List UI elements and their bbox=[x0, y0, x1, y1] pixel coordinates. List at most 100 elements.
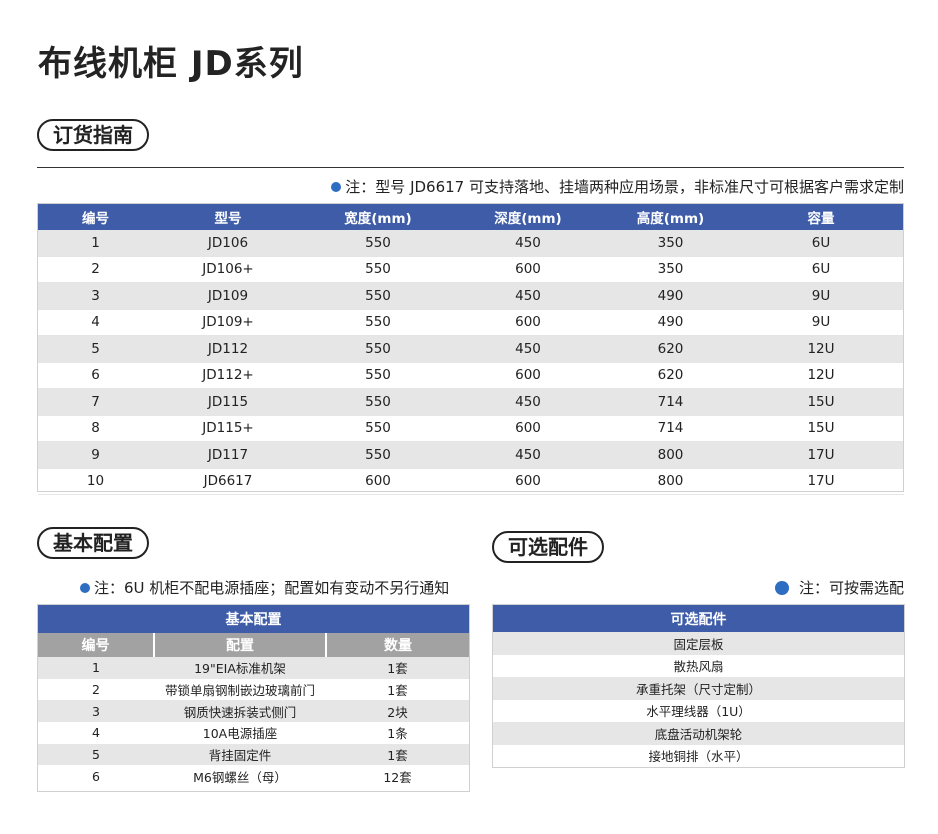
cell-width: 550 bbox=[303, 282, 453, 310]
cell-quantity: 1套 bbox=[326, 743, 470, 766]
table-row: 接地铜排（水平） bbox=[493, 745, 904, 768]
table-row: 2 JD106+ 550 600 350 6U bbox=[38, 256, 904, 283]
order-note: 注：型号 JD6617 可支持落地、挂墙两种应用场景，非标准尺寸可根据客户需求定… bbox=[331, 176, 904, 197]
table-row: 4 JD109+ 550 600 490 9U bbox=[38, 309, 904, 336]
cell-capacity: 9U bbox=[738, 282, 904, 310]
cell-depth: 600 bbox=[453, 362, 603, 389]
table-row: 固定层板 bbox=[493, 632, 904, 655]
cell-accessory: 水平理线器（1U） bbox=[646, 704, 751, 720]
cell-width: 550 bbox=[303, 441, 453, 469]
cell-model: JD6617 bbox=[153, 468, 303, 495]
col-header-number: 编号 bbox=[38, 633, 154, 657]
col-header-config: 配置 bbox=[153, 633, 326, 657]
cell-depth: 450 bbox=[453, 335, 603, 363]
cell-model: JD115+ bbox=[153, 415, 303, 442]
cell-width: 550 bbox=[303, 388, 453, 416]
cell-capacity: 15U bbox=[738, 388, 904, 416]
table-row: 1 JD106 550 450 350 6U bbox=[38, 230, 904, 257]
cell-depth: 450 bbox=[453, 388, 603, 416]
cell-height: 490 bbox=[603, 282, 738, 310]
cell-height: 800 bbox=[603, 468, 738, 495]
optional-note: 注：可按需选配 bbox=[774, 577, 904, 598]
cell-height: 620 bbox=[603, 362, 738, 389]
col-header-width: 宽度(mm) bbox=[303, 204, 453, 230]
cell-quantity: 12套 bbox=[383, 769, 412, 785]
cell-capacity: 17U bbox=[738, 441, 904, 469]
cell-config: M6钢螺丝（母） bbox=[193, 769, 287, 785]
cell-depth: 600 bbox=[453, 415, 603, 442]
table-row: 底盘活动机架轮 bbox=[493, 722, 904, 745]
bullet-dot-icon bbox=[774, 580, 789, 595]
cell-accessory: 底盘活动机架轮 bbox=[493, 722, 904, 745]
cell-depth: 450 bbox=[453, 441, 603, 469]
order-table: 编号 型号 宽度(mm) 深度(mm) 高度(mm) 容量 1 JD106 550 4… bbox=[38, 204, 904, 495]
table-row: 水平理线器（1U） bbox=[493, 700, 904, 723]
basic-table-title: 基本配置 bbox=[38, 605, 470, 633]
table-row: 10 JD6617 600 600 800 17U bbox=[38, 468, 904, 495]
table-row: 承重托架（尺寸定制） bbox=[493, 677, 904, 700]
cell-model: JD112+ bbox=[153, 362, 303, 389]
cell-number: 7 bbox=[38, 388, 153, 416]
cell-height: 350 bbox=[603, 230, 738, 257]
optional-table-title: 可选配件 bbox=[493, 605, 904, 632]
cell-accessory: 接地铜排（水平） bbox=[648, 749, 749, 765]
optional-note-text: 注：可按需选配 bbox=[798, 579, 904, 597]
cell-capacity: 12U bbox=[738, 362, 904, 389]
col-header-model: 型号 bbox=[153, 204, 303, 230]
order-table-header: 编号 型号 宽度(mm) 深度(mm) 高度(mm) 容量 bbox=[38, 204, 904, 230]
table-row: 6 M6钢螺丝（母） 12套 bbox=[38, 765, 469, 787]
cell-number: 1 bbox=[38, 230, 153, 257]
table-row: 6 JD112+ 550 600 620 12U bbox=[38, 362, 904, 389]
table-row: 7 JD115 550 450 714 15U bbox=[38, 388, 904, 416]
cell-depth: 450 bbox=[453, 230, 603, 257]
table-row: 1 19"EIA标准机架 1套 bbox=[38, 657, 470, 679]
col-header-number: 编号 bbox=[38, 204, 153, 230]
basic-note: 注：6U 机柜不配电源插座；配置如有变动不另行通知 bbox=[80, 577, 449, 598]
cell-quantity: 2块 bbox=[326, 700, 470, 723]
cell-capacity: 6U bbox=[738, 230, 904, 257]
cell-number: 9 bbox=[38, 441, 153, 469]
table-row: 5 JD112 550 450 620 12U bbox=[38, 335, 904, 363]
table-row: 9 JD117 550 450 800 17U bbox=[38, 441, 904, 469]
order-note-text: 注：型号 JD6617 可支持落地、挂墙两种应用场景，非标准尺寸可根据客户需求定… bbox=[345, 178, 904, 196]
basic-config-table: 基本配置 编号 配置 数量 1 19"EIA标准机架 1套 2 带锁单扇钢制嵌边玻璃前… bbox=[38, 605, 470, 787]
col-header-capacity: 容量 bbox=[738, 204, 904, 230]
cell-capacity: 15U bbox=[738, 415, 904, 442]
col-header-depth: 深度(mm) bbox=[453, 204, 603, 230]
basic-config-heading: 基本配置 bbox=[37, 527, 149, 559]
bullet-dot-icon bbox=[80, 582, 90, 593]
cell-number: 4 bbox=[38, 309, 153, 336]
cell-number: 6 bbox=[38, 362, 153, 389]
cell-config: 19"EIA标准机架 bbox=[154, 657, 326, 679]
order-guide-heading: 订货指南 bbox=[37, 119, 149, 151]
cell-width: 550 bbox=[303, 309, 453, 336]
col-header-height: 高度(mm) bbox=[603, 204, 738, 230]
table-row: 3 钢质快速拆装式侧门 2块 bbox=[38, 700, 470, 723]
cell-height: 620 bbox=[603, 335, 738, 363]
table-row: 3 JD109 550 450 490 9U bbox=[38, 282, 904, 310]
cell-width: 550 bbox=[303, 415, 453, 442]
page-title: 布线机柜 JD系列 bbox=[38, 44, 304, 84]
cell-accessory: 散热风扇 bbox=[673, 659, 724, 675]
cell-height: 350 bbox=[603, 256, 738, 283]
col-header-quantity: 数量 bbox=[324, 633, 470, 657]
cell-number: 2 bbox=[38, 256, 153, 283]
cell-model: JD117 bbox=[153, 441, 303, 469]
cell-accessory: 承重托架（尺寸定制） bbox=[493, 677, 904, 700]
cell-number: 3 bbox=[38, 282, 153, 310]
cell-capacity: 17U bbox=[738, 468, 904, 495]
cell-width: 550 bbox=[303, 335, 453, 363]
cell-depth: 600 bbox=[453, 256, 603, 283]
optional-accessories-heading: 可选配件 bbox=[492, 531, 604, 563]
cell-model: JD109 bbox=[153, 282, 303, 310]
cell-height: 714 bbox=[603, 388, 738, 416]
cell-number: 5 bbox=[38, 743, 154, 766]
optional-accessories-table: 可选配件 固定层板 散热风扇 承重托架（尺寸定制） 水平理线器（1U） 底盘活动… bbox=[493, 605, 904, 767]
cell-quantity: 1套 bbox=[387, 683, 408, 699]
cell-capacity: 6U bbox=[738, 256, 904, 283]
cell-depth: 600 bbox=[453, 309, 603, 336]
cell-number: 1 bbox=[38, 657, 154, 679]
cell-model: JD106 bbox=[153, 230, 303, 257]
cell-number: 4 bbox=[92, 725, 100, 741]
order-guide-divider bbox=[37, 167, 904, 168]
